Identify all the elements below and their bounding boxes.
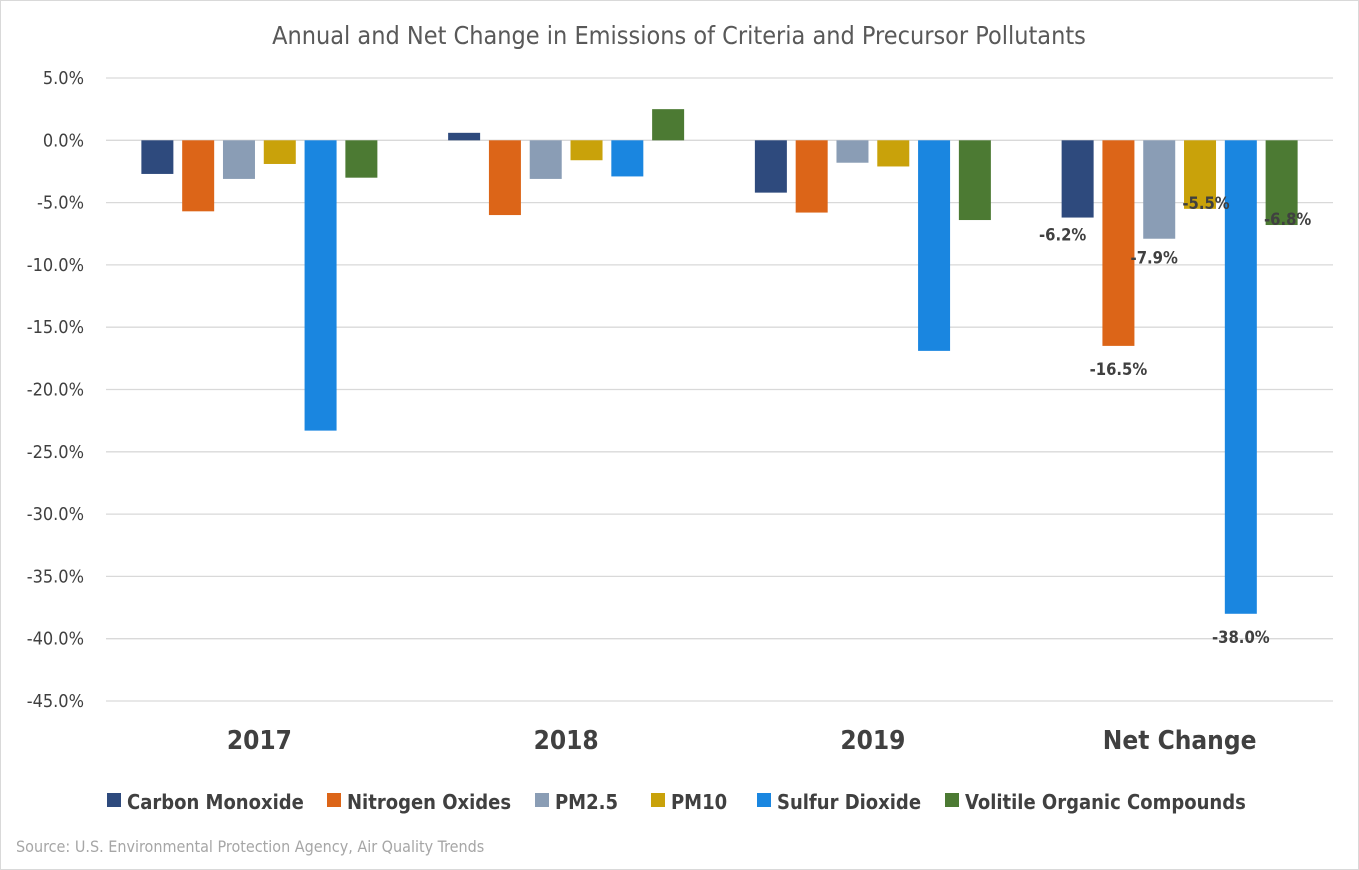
legend-swatch [535,793,549,807]
bars [141,109,1298,614]
bar-nitrogen-oxides-2017 [182,140,215,212]
legend-label: Nitrogen Oxides [347,790,511,814]
bar-nitrogen-oxides-2019 [795,140,828,213]
legend-label: Volitile Organic Compounds [965,790,1246,814]
y-tick-label: -40.0% [27,629,84,650]
bar-sulfur-dioxide-2018 [611,140,644,177]
bar-volitile-organic-compounds-2019 [958,140,991,221]
data-labels: -6.2% -16.5% -7.9% -5.5% -38.0% -6.8% [1039,194,1311,647]
bar-pm2-5-2018 [529,140,562,179]
bar-sulfur-dioxide-2017 [304,140,337,431]
y-tick-label: -25.0% [27,442,84,463]
legend: Carbon Monoxide Nitrogen Oxides PM2.5 PM10 S… [107,790,1246,814]
data-label: -5.5% [1182,194,1229,213]
data-label: -16.5% [1090,360,1148,379]
legend-swatch [945,793,959,807]
bar-carbon-monoxide-2019 [754,140,787,193]
legend-swatch [651,793,665,807]
bar-pm10-2018 [570,140,603,161]
y-tick-label: -10.0% [27,255,84,276]
bar-volitile-organic-compounds-2017 [345,140,378,178]
bar-carbon-monoxide-2018 [448,132,481,141]
legend-label: PM10 [671,790,727,814]
x-category-label: 2018 [534,726,599,756]
x-axis-categories: 2017 2018 2019 Net Change [227,726,1257,756]
x-category-label: 2017 [227,726,292,756]
bar-volitile-organic-compounds-net-change [1265,140,1298,226]
y-tick-label: 5.0% [43,68,84,89]
bar-nitrogen-oxides-net-change [1102,140,1135,346]
x-category-label: Net Change [1103,726,1257,756]
source-note: Source: U.S. Environmental Protection Ag… [16,837,484,856]
bar-pm10-2017 [263,140,296,164]
bar-sulfur-dioxide-net-change [1224,140,1257,614]
data-label: -6.8% [1264,210,1311,229]
legend-swatch [107,793,121,807]
y-tick-label: -20.0% [27,380,84,401]
bar-volitile-organic-compounds-2018 [652,109,685,141]
bar-carbon-monoxide-net-change [1061,140,1094,218]
bar-pm2-5-2019 [836,140,869,163]
legend-label: Carbon Monoxide [127,790,304,814]
bar-pm2-5-net-change [1143,140,1176,239]
bar-pm2-5-2017 [222,140,255,179]
y-tick-label: -30.0% [27,504,84,525]
y-axis-ticks: 5.0% 0.0% -5.0% -10.0% -15.0% -20.0% -25.0% -30… [27,68,84,712]
bar-pm10-net-change [1184,140,1217,209]
legend-label: PM2.5 [555,790,618,814]
legend-label: Sulfur Dioxide [777,790,921,814]
legend-swatch [757,793,771,807]
legend-swatch [327,793,341,807]
y-tick-label: -45.0% [27,691,84,712]
data-label: -6.2% [1039,226,1086,245]
y-tick-label: -15.0% [27,317,84,338]
y-tick-label: -5.0% [37,193,84,214]
data-label: -38.0% [1212,628,1270,647]
y-tick-label: -35.0% [27,566,84,587]
bar-carbon-monoxide-2017 [141,140,174,174]
bar-nitrogen-oxides-2018 [488,140,521,216]
y-tick-label: 0.0% [43,130,84,151]
bar-pm10-2019 [877,140,910,167]
chart-title: Annual and Net Change in Emissions of Cr… [272,21,1086,50]
bar-sulfur-dioxide-2019 [918,140,951,351]
x-category-label: 2019 [840,726,905,756]
data-label: -7.9% [1131,249,1178,268]
